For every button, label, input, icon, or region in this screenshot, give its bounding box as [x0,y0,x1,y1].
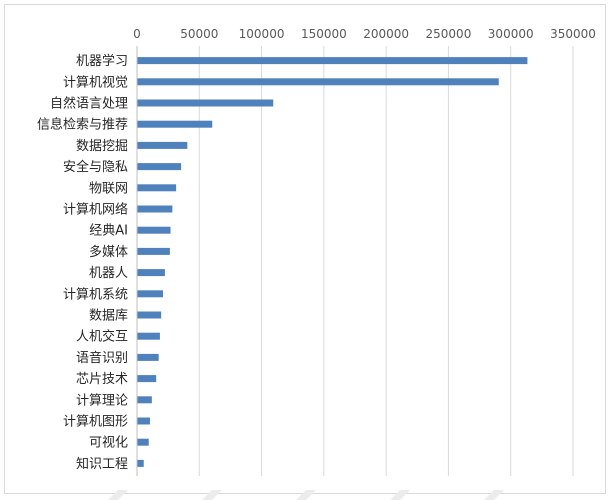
category-label: 人机交互 [76,329,128,345]
bar [137,353,159,361]
bar [137,57,528,65]
bar [137,226,171,234]
category-label: 经典AI [89,224,128,239]
x-tick-label: 200000 [363,27,409,41]
category-label: 语音识别 [76,350,128,366]
bar [137,184,177,192]
bar [137,375,157,383]
category-label: 多媒体 [89,244,128,260]
category-label: 自然语言处理 [50,96,128,112]
watermark [0,480,612,500]
x-tick-label: 350000 [550,27,596,41]
category-label: 计算机图形 [63,415,128,430]
category-label: 计算理论 [76,393,128,408]
bar [137,141,188,149]
bar [137,332,160,340]
category-label: 数据挖掘 [76,139,128,154]
x-tick-label: 50000 [180,27,218,41]
y-axis: 机器学习计算机视觉自然语言处理信息检索与推荐数据挖掘安全与隐私物联网计算机网络经… [37,46,138,476]
x-tick-label: 300000 [488,27,534,41]
category-label: 安全与隐私 [63,159,128,175]
category-label: 机器学习 [76,53,128,69]
bar [137,290,164,298]
category-label: 物联网 [89,181,128,196]
bar [137,459,144,467]
bar [137,247,170,255]
category-label: 知识工程 [76,456,128,472]
bar [137,163,182,171]
x-axis: 0 50000 100000 150000 200000 250000 300000 3500… [133,27,596,41]
x-tick-label: 100000 [239,27,285,41]
x-tick-label: 250000 [426,27,472,41]
bar [137,396,152,404]
bar [137,99,274,107]
bar [137,311,162,319]
category-label: 数据库 [89,308,128,324]
bars [137,57,528,467]
bar [137,417,150,425]
bar [137,438,149,446]
x-tick-label: 0 [133,27,141,41]
bar [137,269,165,277]
category-label: 计算机视觉 [63,75,128,90]
category-label: 计算机网络 [63,202,128,218]
x-tick-label: 150000 [301,27,347,41]
bar [137,120,213,128]
bar [137,205,173,213]
bar [137,78,499,86]
gridlines [136,46,574,476]
category-label: 可视化 [89,436,128,451]
category-label: 计算机系统 [63,287,128,302]
category-label: 信息检索与推荐 [37,117,128,133]
category-label: 芯片技术 [76,372,128,387]
category-label: 机器人 [89,266,128,281]
